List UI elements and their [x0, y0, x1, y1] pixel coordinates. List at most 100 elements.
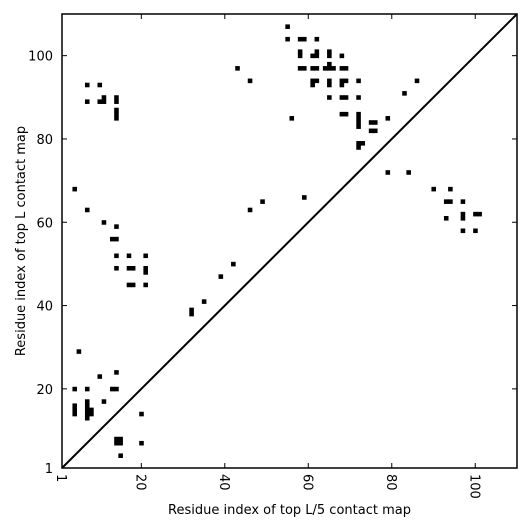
contact-point — [314, 49, 320, 54]
contact-point — [110, 386, 115, 392]
contact-point — [84, 411, 90, 417]
y-axis-label: Residue index of top L contact map — [14, 126, 29, 356]
contact-point — [126, 253, 132, 259]
contact-point — [247, 207, 253, 213]
contact-point — [356, 141, 361, 146]
contact-point — [402, 91, 407, 96]
contact-point — [114, 386, 119, 392]
contact-point — [310, 78, 315, 84]
contact-point — [114, 111, 119, 117]
contact-point — [339, 82, 345, 88]
contact-point — [343, 78, 349, 84]
contact-point — [460, 199, 466, 204]
contact-point — [460, 216, 466, 221]
contact-point — [114, 236, 119, 242]
contact-point — [314, 53, 320, 59]
contact-point — [372, 120, 378, 125]
contact-point — [297, 36, 303, 42]
contact-point — [339, 95, 345, 100]
contact-point — [84, 399, 90, 404]
contact-point — [101, 95, 107, 100]
contact-point — [189, 307, 194, 313]
contact-point — [356, 120, 361, 125]
y-tick-label: 20 — [36, 383, 53, 398]
contact-point — [247, 78, 253, 84]
contact-point — [89, 407, 94, 413]
contact-point — [101, 399, 107, 404]
contact-point — [84, 407, 90, 413]
contact-point — [368, 120, 374, 125]
contact-point — [89, 411, 94, 417]
contact-point — [297, 53, 303, 59]
contact-point — [327, 49, 332, 54]
contact-point — [327, 66, 332, 71]
contact-point — [126, 282, 132, 288]
y-axis-ticks: 1 20 40 60 80 100 — [28, 50, 517, 477]
contact-point — [448, 199, 453, 204]
contact-point — [260, 199, 265, 204]
y-tick-label: 40 — [36, 300, 53, 315]
contact-point — [310, 53, 315, 59]
contact-point — [356, 95, 361, 100]
contact-point — [356, 116, 361, 121]
contact-point — [372, 128, 378, 134]
contact-point — [385, 116, 391, 121]
contact-point — [297, 49, 303, 54]
contact-point — [218, 274, 224, 279]
contact-point — [360, 141, 366, 146]
contact-point — [143, 270, 148, 275]
contact-point — [97, 82, 103, 88]
contact-point — [139, 411, 144, 417]
contact-point — [130, 265, 136, 271]
x-axis-label: Residue index of top L/5 contact map — [168, 503, 411, 518]
contact-point — [285, 24, 290, 29]
contact-points — [72, 24, 482, 458]
contact-point — [327, 53, 332, 59]
contact-point — [84, 99, 90, 104]
contact-point — [356, 78, 361, 84]
contact-point — [84, 82, 90, 88]
contact-point — [72, 403, 78, 409]
plot-frame — [61, 13, 518, 469]
contact-point — [97, 374, 103, 379]
contact-point — [76, 349, 82, 354]
contact-point — [339, 111, 345, 117]
contact-point — [327, 61, 332, 67]
contact-point — [431, 186, 436, 192]
contact-point — [97, 99, 103, 104]
contact-point — [72, 411, 78, 417]
contact-point — [460, 228, 466, 234]
x-tick-label: 1 — [53, 474, 68, 482]
contact-point — [302, 36, 307, 42]
contact-point — [114, 116, 119, 121]
contact-point — [126, 265, 132, 271]
contact-point — [310, 82, 315, 88]
contact-point — [339, 53, 345, 59]
contact-point — [297, 66, 303, 71]
contact-point — [339, 66, 345, 71]
contact-point — [114, 265, 119, 271]
contact-point — [114, 253, 119, 259]
contact-point — [443, 199, 449, 204]
contact-point — [331, 66, 336, 71]
contact-point — [84, 403, 90, 409]
x-tick-label: 80 — [383, 474, 398, 491]
contact-point — [343, 111, 349, 117]
contact-point — [460, 211, 466, 217]
contact-point — [289, 116, 295, 121]
contact-point — [310, 66, 315, 71]
contact-point — [448, 186, 453, 192]
contact-point — [84, 415, 90, 421]
contact-point — [327, 95, 332, 100]
contact-point — [443, 216, 449, 221]
contact-point — [327, 82, 332, 88]
contact-point — [368, 128, 374, 134]
contact-point — [110, 236, 115, 242]
contact-point — [72, 186, 78, 192]
contact-point — [473, 228, 478, 234]
contact-point — [339, 78, 345, 84]
contact-point — [235, 66, 240, 71]
contact-point — [385, 170, 391, 175]
contact-point — [414, 78, 420, 84]
